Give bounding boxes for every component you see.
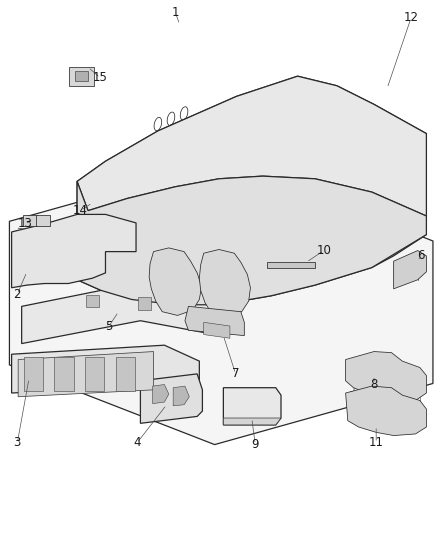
Polygon shape [223, 418, 281, 425]
Polygon shape [185, 306, 244, 336]
Polygon shape [141, 374, 202, 423]
Polygon shape [152, 384, 169, 403]
Text: 3: 3 [14, 437, 21, 449]
Text: 12: 12 [403, 11, 419, 24]
Text: 4: 4 [133, 437, 141, 449]
Polygon shape [21, 282, 215, 344]
Polygon shape [12, 214, 136, 288]
Text: 13: 13 [17, 217, 32, 230]
Polygon shape [12, 345, 199, 400]
Polygon shape [75, 71, 88, 82]
Text: 7: 7 [232, 367, 239, 381]
Text: 9: 9 [251, 438, 259, 451]
Text: 14: 14 [73, 204, 88, 217]
Polygon shape [77, 76, 426, 305]
Polygon shape [138, 297, 151, 310]
Polygon shape [23, 215, 37, 226]
Text: 2: 2 [14, 288, 21, 301]
Polygon shape [173, 386, 189, 406]
Polygon shape [394, 251, 426, 289]
Polygon shape [116, 357, 135, 391]
Polygon shape [199, 249, 251, 317]
Polygon shape [24, 357, 43, 391]
Polygon shape [77, 176, 426, 305]
Text: 6: 6 [417, 249, 424, 262]
Polygon shape [36, 215, 50, 226]
Polygon shape [267, 262, 315, 268]
Polygon shape [77, 76, 426, 216]
Text: 15: 15 [93, 71, 108, 84]
Polygon shape [69, 67, 94, 86]
Polygon shape [10, 160, 433, 445]
Polygon shape [223, 387, 281, 425]
Text: 11: 11 [369, 437, 384, 449]
Text: 5: 5 [105, 320, 113, 333]
Polygon shape [85, 357, 104, 391]
Polygon shape [54, 357, 74, 391]
Text: 10: 10 [316, 244, 331, 257]
Polygon shape [204, 322, 230, 338]
Polygon shape [346, 352, 426, 402]
Polygon shape [346, 386, 426, 435]
Polygon shape [86, 295, 99, 308]
Text: 1: 1 [172, 6, 179, 19]
Polygon shape [149, 248, 201, 316]
Text: 8: 8 [370, 378, 378, 391]
Polygon shape [18, 352, 153, 397]
